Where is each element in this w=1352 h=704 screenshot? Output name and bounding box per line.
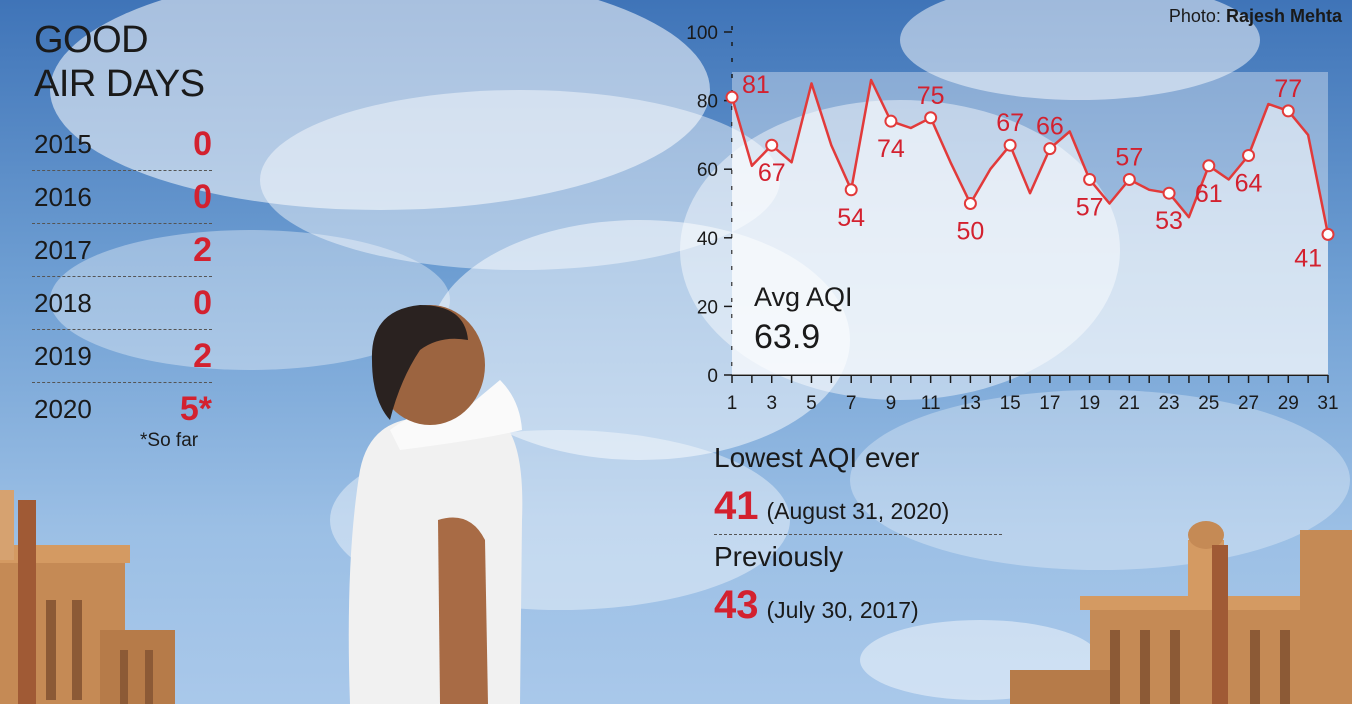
x-tick-label: 1 xyxy=(727,393,738,414)
data-point xyxy=(924,111,938,125)
y-tick-label: 40 xyxy=(697,229,718,250)
x-tick-label: 31 xyxy=(1317,393,1338,414)
year-row: 2017 2 xyxy=(32,224,212,277)
credit-prefix: Photo: xyxy=(1168,6,1221,26)
year-label: 2018 xyxy=(34,287,92,318)
credit-name: Rajesh Mehta xyxy=(1225,6,1342,26)
avg-aqi-label: Avg AQI xyxy=(754,282,853,312)
area-fill xyxy=(732,80,1328,375)
year-row: 2015 0 xyxy=(32,118,212,171)
data-label: 57 xyxy=(1115,143,1143,171)
x-tick-label: 13 xyxy=(960,393,981,414)
x-tick-label: 27 xyxy=(1238,393,1259,414)
x-tick-label: 11 xyxy=(921,393,941,414)
data-label: 77 xyxy=(1274,75,1302,103)
lowest-value: 41 xyxy=(714,484,759,528)
data-point xyxy=(1202,159,1216,173)
year-value: 0 xyxy=(193,124,212,163)
data-point xyxy=(1162,186,1176,200)
year-row: 2016 0 xyxy=(32,171,212,224)
x-tick-label: 25 xyxy=(1198,393,1219,414)
year-value: 0 xyxy=(193,283,212,322)
previous-value: 43 xyxy=(714,583,759,627)
y-tick-label: 80 xyxy=(697,92,718,113)
data-point xyxy=(1083,172,1097,186)
data-point xyxy=(963,197,977,210)
data-label: 75 xyxy=(917,82,945,110)
photo-credit: Photo: Rajesh Mehta xyxy=(1169,6,1342,27)
previous-date: (July 30, 2017) xyxy=(766,597,919,623)
good-days-table: 2015 0 2016 0 2017 2 2018 0 2019 2 2020 … xyxy=(32,118,212,436)
x-tick-label: 3 xyxy=(766,393,777,414)
year-row: 2020 5* xyxy=(32,383,212,436)
year-value: 0 xyxy=(193,177,212,216)
x-tick-label: 23 xyxy=(1158,393,1179,414)
data-point xyxy=(1003,138,1017,152)
lowest-row: 41 (August 31, 2020) xyxy=(714,484,1002,535)
previous-row: 43 (July 30, 2017) xyxy=(714,583,1002,635)
data-label: 53 xyxy=(1155,207,1183,235)
footnote: *So far xyxy=(140,430,199,451)
y-tick-label: 60 xyxy=(697,160,718,181)
data-label: 50 xyxy=(956,218,984,246)
data-label: 54 xyxy=(837,204,865,232)
x-tick-label: 21 xyxy=(1119,393,1140,414)
title-line-2: AIR DAYS xyxy=(34,63,205,105)
year-value: 2 xyxy=(193,230,212,269)
x-tick-label: 5 xyxy=(806,393,817,414)
y-tick-label: 100 xyxy=(686,23,718,44)
x-tick-label: 29 xyxy=(1278,393,1299,414)
y-tick-label: 0 xyxy=(707,366,718,387)
data-point xyxy=(725,90,739,104)
data-point xyxy=(844,183,858,197)
x-tick-label: 9 xyxy=(886,393,897,414)
data-point xyxy=(1321,227,1335,241)
x-tick-label: 17 xyxy=(1039,393,1060,414)
good-air-days-title: GOOD AIR DAYS xyxy=(34,18,205,106)
data-point xyxy=(1281,104,1295,118)
lowest-date: (August 31, 2020) xyxy=(766,498,950,524)
y-tick-label: 20 xyxy=(697,297,718,318)
x-tick-label: 7 xyxy=(846,393,857,414)
year-row: 2019 2 xyxy=(32,330,212,383)
data-label: 64 xyxy=(1235,169,1263,197)
year-label: 2020 xyxy=(34,394,92,424)
year-value: 2 xyxy=(193,336,212,375)
data-label: 41 xyxy=(1294,244,1322,272)
lowest-aqi-panel: Lowest AQI ever 41 (August 31, 2020) Pre… xyxy=(714,440,1002,635)
data-label: 67 xyxy=(758,159,786,187)
title-line-1: GOOD xyxy=(34,19,149,61)
data-label: 57 xyxy=(1076,193,1104,221)
data-label: 66 xyxy=(1036,113,1064,141)
year-label: 2017 xyxy=(34,234,92,265)
data-point xyxy=(1242,148,1256,162)
data-point xyxy=(1043,142,1057,156)
lowest-heading: Lowest AQI ever xyxy=(714,442,920,473)
previous-heading: Previously xyxy=(714,541,844,572)
data-label: 81 xyxy=(742,71,770,99)
year-row: 2018 0 xyxy=(32,277,212,330)
data-label: 67 xyxy=(996,109,1024,137)
data-point xyxy=(884,114,898,128)
x-tick-label: 19 xyxy=(1079,393,1100,414)
year-label: 2016 xyxy=(34,181,92,212)
year-label: 2015 xyxy=(34,128,92,159)
data-point xyxy=(765,138,779,152)
avg-aqi-value: 63.9 xyxy=(754,318,821,356)
year-label: 2019 xyxy=(34,340,92,371)
data-label: 61 xyxy=(1195,180,1223,208)
data-point xyxy=(1122,172,1136,186)
x-tick-label: 15 xyxy=(1000,393,1021,414)
aqi-series-line xyxy=(730,78,1330,235)
year-value: 5* xyxy=(179,390,212,428)
data-label: 74 xyxy=(877,135,905,163)
